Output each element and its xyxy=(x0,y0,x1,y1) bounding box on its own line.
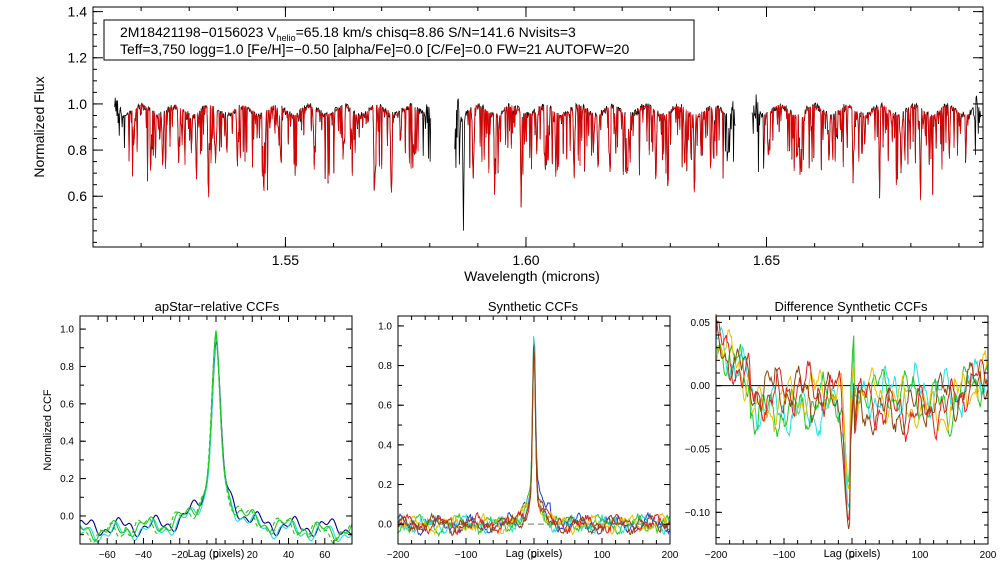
x-tick-label: −40 xyxy=(135,550,152,561)
spectrum-x-axis-label: Wavelength (microns) xyxy=(464,268,600,284)
x-tick-label: 0 xyxy=(213,550,219,561)
y-tick-label: 0.4 xyxy=(378,440,392,451)
apstar-ccf-plot-area xyxy=(79,330,353,544)
synthetic-ccf-panel: Synthetic CCFs −200 −100 0 100 200 0.0 0.2 0.4 0… xyxy=(378,299,679,561)
synthetic-ccf-series-visit-5 xyxy=(397,346,670,536)
y-tick-label: 1.0 xyxy=(378,321,392,332)
x-tick-label: −100 xyxy=(455,550,478,561)
x-tick-label: −200 xyxy=(705,550,728,561)
synthetic-ccf-plot-area xyxy=(397,335,670,538)
spectrum-legend-line1: 2M18421198−0156023 Vhelio=65.18 km/s chi… xyxy=(120,24,576,43)
x-tick-label: 200 xyxy=(662,550,679,561)
x-tick-label: 1.65 xyxy=(753,252,780,268)
apstar-ccf-y-axis-label: Normalized CCF xyxy=(42,389,54,471)
x-tick-label: 0 xyxy=(531,550,537,561)
y-tick-label: 0.6 xyxy=(378,401,392,412)
y-tick-label: 0.8 xyxy=(378,361,392,372)
y-tick-label: 0.05 xyxy=(691,318,711,329)
apstar-ccf-x-axis-label: Lag (pixels) xyxy=(188,548,245,560)
model-spectrum-chip-1 xyxy=(126,103,420,198)
x-tick-label: −60 xyxy=(99,550,116,561)
x-tick-label: 20 xyxy=(247,550,259,561)
difference-ccf-panel: Difference Synthetic CCFs −200 −100 0 100 20… xyxy=(685,299,997,561)
apstar-ccf-series-visit-3 xyxy=(79,330,353,542)
apstar-ccf-series-visit-2 xyxy=(79,336,353,543)
difference-ccf-plot-area xyxy=(715,313,988,530)
difference-ccf-series-visit-2 xyxy=(715,335,988,484)
x-tick-label: −200 xyxy=(387,550,410,561)
x-tick-label: 100 xyxy=(912,550,929,561)
difference-ccf-title: Difference Synthetic CCFs xyxy=(775,299,928,314)
y-tick-label: −0.10 xyxy=(685,508,711,519)
synthetic-ccf-x-axis-label: Lag (pixels) xyxy=(506,548,563,560)
apstar-ccf-ticks: −60 −40 −20 0 20 40 60 0.0 0.2 0.4 0.6 0.8 1.0 xyxy=(60,316,353,561)
synthetic-ccf-title: Synthetic CCFs xyxy=(488,299,579,314)
x-tick-label: 100 xyxy=(594,550,611,561)
y-tick-label: 1.0 xyxy=(60,325,74,336)
y-tick-label: 0.00 xyxy=(691,381,711,392)
y-tick-label: 1.2 xyxy=(68,50,88,66)
y-tick-label: 0.2 xyxy=(378,480,392,491)
spectrum-y-axis-label: Normalized Flux xyxy=(31,76,47,177)
spectrum-ticks: 1.55 1.60 1.65 0.6 0.8 1.0 1.2 1.4 xyxy=(68,4,983,268)
difference-ccf-series-visit-5 xyxy=(715,313,988,530)
apstar-ccf-title: apStar−relative CCFs xyxy=(155,299,280,314)
y-tick-label: 0.8 xyxy=(68,142,88,158)
y-tick-label: 1.0 xyxy=(68,96,88,112)
y-tick-label: −0.05 xyxy=(685,445,711,456)
model-spectrum-chip-2 xyxy=(466,103,724,208)
synthetic-ccf-series-visit-2 xyxy=(397,335,670,536)
y-tick-label: 0.6 xyxy=(60,399,74,410)
y-tick-label: 0.2 xyxy=(60,474,74,485)
x-tick-label: 60 xyxy=(319,550,331,561)
synthetic-ccf-series-combined xyxy=(397,346,670,537)
difference-ccf-x-axis-label: Lag (pixels) xyxy=(824,548,881,560)
x-tick-label: 1.55 xyxy=(272,252,299,268)
x-tick-label: 40 xyxy=(283,550,295,561)
apstar-ccf-series-combined xyxy=(79,334,353,544)
spectrum-panel: 1.55 1.60 1.65 0.6 0.8 1.0 1.2 1.4 2M18421198−0… xyxy=(31,4,984,284)
model-spectrum-chip-3 xyxy=(763,104,969,201)
apstar-ccf-panel: apStar−relative CCFs −60 −40 −20 0 20 40 60 0.0… xyxy=(42,299,353,561)
y-tick-label: 0.8 xyxy=(60,362,74,373)
synthetic-ccf-ticks: −200 −100 0 100 200 0.0 0.2 0.4 0.6 0.8 1.0 xyxy=(378,316,679,561)
spectrum-legend-box xyxy=(103,19,695,61)
apstar-ccf-series-visit-1 xyxy=(79,340,353,538)
difference-ccf-series-visit-3 xyxy=(715,329,988,490)
y-tick-label: 1.4 xyxy=(68,4,88,20)
y-tick-label: 0.6 xyxy=(68,188,88,204)
y-tick-label: 0.0 xyxy=(60,511,74,522)
x-tick-label: 1.60 xyxy=(512,252,539,268)
x-tick-label: 200 xyxy=(980,550,997,561)
spectrum-plot-area xyxy=(114,94,981,231)
apstar-ccf-axes-frame xyxy=(79,315,353,545)
y-tick-label: 0.0 xyxy=(378,520,392,531)
difference-ccf-ticks: −200 −100 0 100 200 −0.10 −0.05 0.00 0.05 xyxy=(685,316,997,561)
y-tick-label: 0.4 xyxy=(60,437,74,448)
x-tick-label: 0 xyxy=(849,550,855,561)
spectrum-legend-line2: Teff=3,750 logg=1.0 [Fe/H]=−0.50 [alpha/… xyxy=(120,41,629,57)
x-tick-label: −100 xyxy=(773,550,796,561)
x-tick-label: −20 xyxy=(171,550,188,561)
